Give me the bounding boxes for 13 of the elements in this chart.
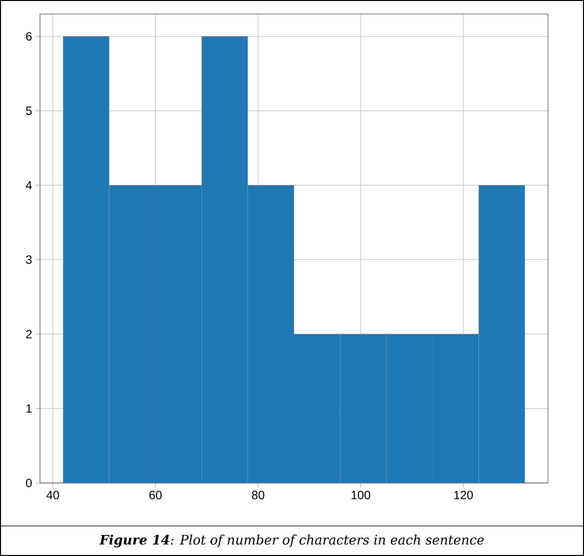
x-tick-label: 100: [352, 490, 370, 500]
x-tick-label: 80: [252, 490, 264, 500]
y-tick-label: 4: [26, 181, 32, 190]
y-tick-label: 3: [26, 255, 32, 264]
y-tick-label: 5: [26, 106, 32, 115]
y-tick-label: 2: [26, 330, 32, 338]
y-tick-label: 6: [26, 32, 32, 41]
text: Figure 14: Plot of number of characters in each sentence: [99, 534, 484, 548]
y-tick-label: 1: [26, 404, 32, 413]
x-tick-label: 120: [454, 490, 473, 500]
y-tick-label: 0: [26, 478, 32, 488]
x-tick-label: 60: [149, 490, 162, 500]
x-tick-label: 40: [46, 490, 60, 500]
